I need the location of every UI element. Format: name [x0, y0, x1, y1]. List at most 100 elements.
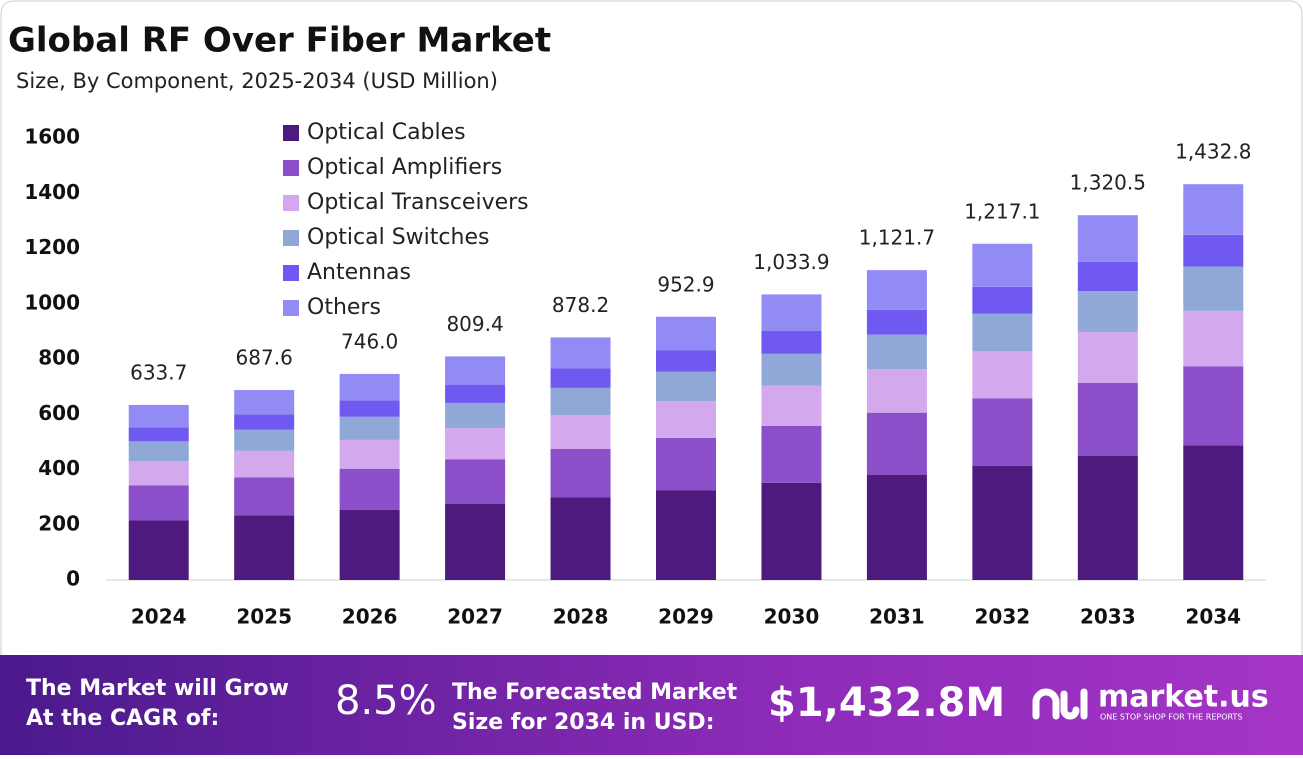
- total-label: 687.6: [236, 346, 293, 370]
- bar-segment: [972, 286, 1033, 314]
- bar-segment: [445, 503, 506, 580]
- y-tick-label: 1400: [24, 180, 80, 204]
- bar-segment: [1183, 234, 1244, 267]
- bar-segment: [550, 449, 611, 498]
- bar-segment: [550, 497, 611, 580]
- chart-subtitle: Size, By Component, 2025-2034 (USD Milli…: [16, 69, 498, 93]
- legend-label: Optical Switches: [307, 225, 489, 250]
- y-tick-label: 200: [38, 511, 80, 535]
- forecast-text: The Forecasted Market: [452, 680, 738, 705]
- total-label: 633.7: [130, 360, 187, 384]
- total-label: 1,432.8: [1175, 140, 1251, 164]
- bar-segment: [761, 353, 822, 386]
- bar-segment: [972, 351, 1033, 399]
- bar-segment: [656, 400, 716, 438]
- bar-segment: [128, 441, 189, 461]
- legend-label: Optical Transceivers: [307, 190, 529, 215]
- total-label: 746.0: [341, 329, 398, 353]
- bar-segment: [234, 450, 295, 478]
- x-tick-label: 2026: [342, 605, 398, 629]
- bar-segment: [445, 402, 506, 428]
- x-tick-label: 2034: [1185, 605, 1241, 629]
- bar-segment: [1183, 266, 1244, 311]
- legend-swatch: [283, 125, 299, 141]
- brand-logo: [1032, 688, 1088, 720]
- y-tick-label: 1200: [24, 235, 80, 259]
- x-tick-label: 2032: [975, 605, 1031, 629]
- bar-segment: [761, 294, 822, 331]
- total-label: 1,217.1: [964, 199, 1040, 223]
- bar-segment: [128, 460, 189, 486]
- bar-segment: [550, 368, 611, 388]
- bar-segment: [339, 400, 400, 417]
- bar-segment: [972, 398, 1033, 466]
- x-tick-label: 2025: [236, 605, 292, 629]
- bar-segment: [972, 243, 1033, 287]
- legend-label: Antennas: [307, 260, 411, 285]
- legend-swatch: [283, 160, 299, 176]
- bar-segment: [866, 369, 927, 413]
- bar-segment: [339, 416, 400, 440]
- y-tick-label: 800: [38, 346, 80, 370]
- bar-segment: [128, 520, 189, 580]
- bar-segment: [761, 482, 822, 580]
- bar-segment: [234, 477, 295, 516]
- y-tick-label: 1600: [24, 125, 80, 149]
- total-label: 878.2: [552, 293, 609, 317]
- total-label: 952.9: [657, 272, 714, 296]
- bar-segment: [1077, 291, 1138, 332]
- bar-segment: [761, 330, 822, 354]
- bar-segment: [761, 385, 822, 426]
- legend-swatch: [283, 300, 299, 316]
- legend-label: Optical Cables: [307, 120, 466, 145]
- forecast-value: $1,432.8M: [768, 680, 1005, 726]
- brand: market.us: [1098, 680, 1269, 715]
- cagr-value: 8.5%: [335, 678, 437, 724]
- legend-label: Others: [307, 295, 381, 320]
- bar-segment: [339, 468, 400, 510]
- bar-segment: [445, 356, 506, 385]
- x-tick-label: 2024: [131, 605, 187, 629]
- bar-segment: [656, 316, 716, 351]
- bar-segment: [445, 459, 506, 504]
- legend-label: Optical Amplifiers: [307, 155, 502, 180]
- bar-segment: [339, 439, 400, 469]
- bar-segment: [128, 404, 189, 428]
- x-tick-label: 2028: [553, 605, 609, 629]
- cagr-text: The Market will Grow: [26, 676, 289, 701]
- bar-segment: [1183, 445, 1244, 580]
- bar-segment: [445, 427, 506, 460]
- total-label: 809.4: [446, 312, 503, 336]
- x-tick-label: 2027: [447, 605, 503, 629]
- bar-segment: [972, 465, 1033, 580]
- bar-segment: [972, 313, 1033, 352]
- total-label: 1,121.7: [859, 226, 935, 250]
- bar-segment: [761, 425, 822, 483]
- bar-segment: [234, 429, 295, 451]
- bar-segment: [1077, 455, 1138, 580]
- y-tick-label: 600: [38, 401, 80, 425]
- bar-segment: [1077, 261, 1138, 292]
- forecast-text: Size for 2034 in USD:: [452, 710, 715, 735]
- legend-swatch: [283, 230, 299, 246]
- bar-segment: [1077, 215, 1138, 262]
- bar-segment: [550, 415, 611, 450]
- x-tick-label: 2031: [869, 605, 925, 629]
- bar-segment: [339, 509, 400, 580]
- y-tick-label: 1000: [24, 290, 80, 314]
- legend-swatch: [283, 265, 299, 281]
- bar-segment: [445, 384, 506, 403]
- y-tick-label: 400: [38, 456, 80, 480]
- bar-segment: [1183, 310, 1244, 367]
- bar-segment: [656, 437, 716, 491]
- chart-title: Global RF Over Fiber Market: [8, 21, 551, 61]
- bar-segment: [866, 412, 927, 475]
- bar-segment: [234, 515, 295, 580]
- bar-segment: [656, 350, 716, 372]
- legend-swatch: [283, 195, 299, 211]
- total-label: 1,033.9: [753, 250, 829, 274]
- bar-segment: [866, 309, 927, 335]
- x-tick-label: 2033: [1080, 605, 1136, 629]
